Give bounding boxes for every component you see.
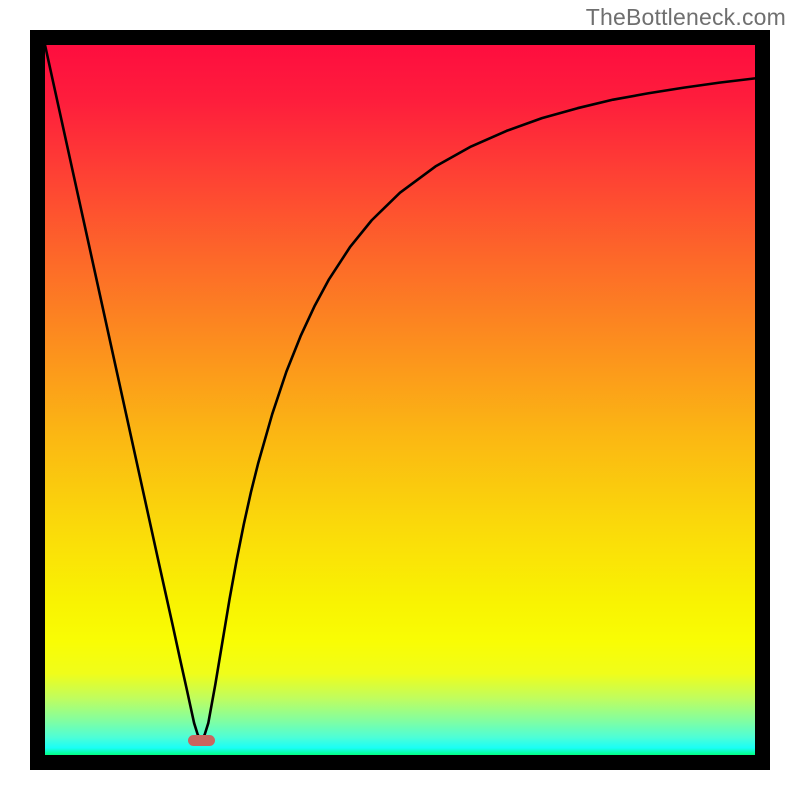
- chart-border-bottom: [30, 755, 770, 770]
- chart-plot: [45, 45, 755, 755]
- chart-frame: [30, 30, 770, 770]
- chart-wrapper: TheBottleneck.com: [0, 0, 800, 800]
- chart-border-left: [30, 30, 45, 770]
- attribution-text: TheBottleneck.com: [586, 4, 786, 31]
- chart-border-top: [30, 30, 770, 45]
- chart-border-right: [755, 30, 770, 770]
- optimal-marker: [188, 735, 215, 746]
- gradient-and-curve-svg: [45, 45, 755, 755]
- gradient-background: [45, 45, 755, 755]
